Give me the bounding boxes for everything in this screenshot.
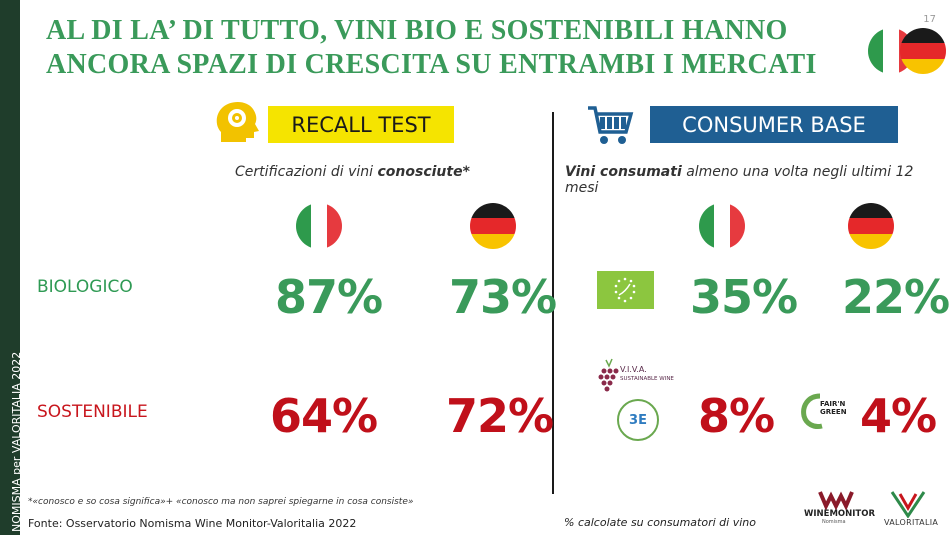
viva-logo-text: V.I.V.A. [620, 365, 647, 374]
biologico-italy-consumer: 35% [690, 270, 798, 324]
sidebar: NOMISMA per VALORITALIA 2022 [0, 0, 23, 535]
valoritalia-logo-icon [890, 491, 926, 518]
row-label-sostenibile: SOSTENIBILE [37, 402, 148, 422]
title-line-1: AL DI LA’ DI TUTTO, VINI BIO E SOSTENIBI… [46, 15, 788, 46]
three-e-logo: 3E [617, 399, 659, 441]
consumer-base-label: CONSUMER BASE [650, 106, 898, 143]
sostenibile-italy-recall: 64% [270, 389, 378, 443]
sidebar-text: NOMISMA per VALORITALIA 2022 [10, 351, 23, 532]
biologico-germany-recall: 73% [449, 270, 557, 324]
fairn-green-text: FAIR'N GREEN [820, 400, 847, 416]
divider [552, 112, 554, 494]
right-subtitle-bold: Vini consumati [565, 164, 682, 180]
valoritalia-text: VALORITALIA [884, 518, 939, 527]
sostenibile-germany-recall: 72% [446, 389, 554, 443]
shopping-cart-icon [588, 106, 634, 144]
eu-organic-leaf-icon [597, 271, 654, 309]
left-subtitle-bold: conosciute* [377, 164, 470, 180]
recall-test-label: RECALL TEST [268, 106, 454, 143]
viva-grapes-icon [598, 358, 619, 392]
biologico-germany-consumer: 22% [842, 270, 950, 324]
italy-flag-icon [699, 203, 745, 249]
biologico-italy-recall: 87% [275, 270, 383, 324]
left-subtitle: Certificazioni di vini conosciute* [235, 164, 470, 180]
right-subtitle-text: almeno una volta negli ultimi 12 mesi [565, 164, 914, 196]
row-label-biologico: BIOLOGICO [37, 277, 133, 297]
title-line-2: ANCORA SPAZI DI CRESCITA SU ENTRAMBI I M… [46, 49, 817, 80]
consumer-footnote: % calcolate su consumatori di vino [564, 516, 756, 529]
left-subtitle-text: Certificazioni di vini [235, 164, 378, 180]
sostenibile-germany-consumer: 4% [860, 389, 937, 443]
right-subtitle: Vini consumati almeno una volta negli ul… [565, 164, 950, 196]
germany-flag-icon [470, 203, 516, 249]
wine-monitor-subtext: Nomisma [822, 519, 846, 525]
wine-monitor-logo-icon [818, 491, 854, 511]
germany-flag-icon [848, 203, 894, 249]
germany-flag-icon [900, 28, 946, 74]
page-number: 17 [923, 14, 936, 25]
wine-monitor-text: WINEMONITOR [804, 509, 875, 519]
viva-logo-subtext: SUSTAINABLE WINE [620, 376, 674, 382]
recall-note: *«conosco e so cosa significa»+ «conosco… [28, 497, 414, 507]
page-title: AL DI LA’ DI TUTTO, VINI BIO E SOSTENIBI… [46, 14, 886, 82]
brain-head-icon [216, 101, 259, 142]
sostenibile-italy-consumer: 8% [698, 389, 775, 443]
fairn-green-leaf-icon [801, 393, 823, 429]
source-text: Fonte: Osservatorio Nomisma Wine Monitor… [28, 517, 357, 530]
italy-flag-icon [296, 203, 342, 249]
